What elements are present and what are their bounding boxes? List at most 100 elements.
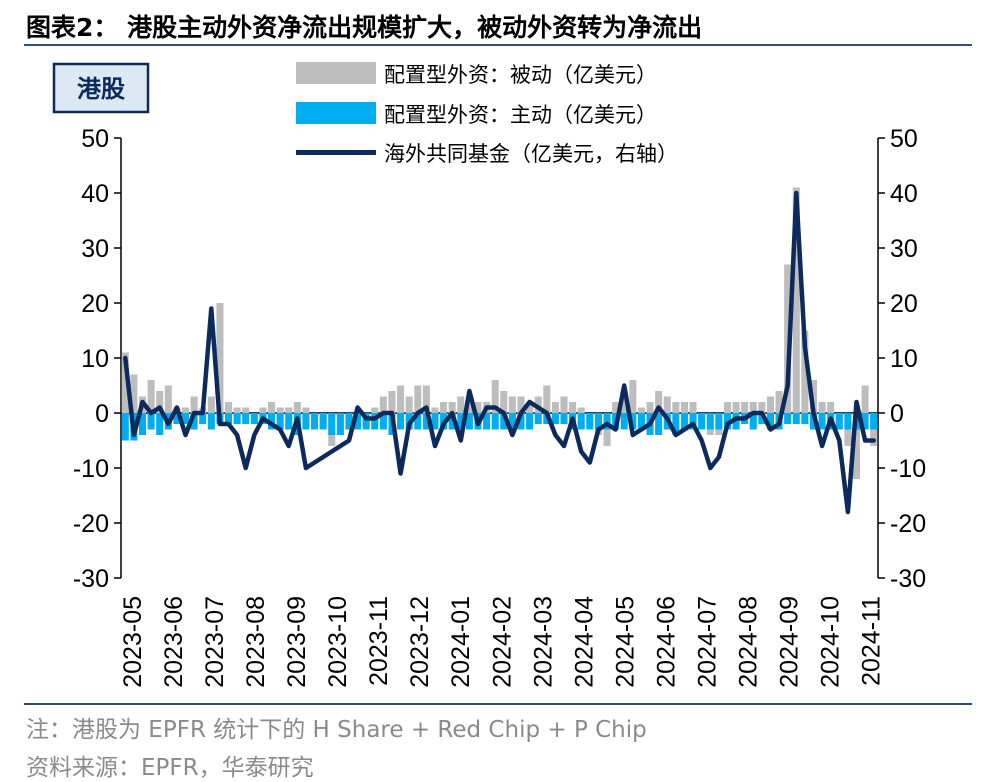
active-bar (655, 413, 663, 435)
passive-bar (440, 402, 448, 413)
x-tick-label: 2024-03 (529, 596, 557, 688)
passive-bar (680, 402, 688, 413)
active-bar (517, 413, 525, 430)
passive-bar (190, 396, 198, 413)
passive-bar (181, 407, 190, 413)
y2-tick-label: 50 (890, 125, 918, 153)
active-bar (586, 413, 594, 430)
passive-bar (629, 380, 637, 413)
active-bar (242, 413, 250, 424)
x-tick-label: 2024-06 (652, 596, 680, 688)
passive-bar (827, 402, 835, 413)
passive-bar (371, 407, 379, 413)
passive-bar (646, 402, 654, 413)
y-tick-label: 50 (81, 125, 109, 153)
passive-bar (551, 402, 559, 413)
x-tick-label: 2024-08 (734, 596, 762, 688)
passive-bar (792, 187, 800, 413)
active-bar (173, 413, 181, 424)
active-bar (715, 413, 723, 430)
y-tick-label: -10 (73, 455, 109, 483)
title-divider (24, 44, 972, 46)
passive-bar (474, 402, 482, 413)
y-tick-label: 10 (81, 345, 109, 373)
y-tick-label: 40 (81, 180, 109, 208)
passive-bar (242, 407, 250, 413)
passive-bar (121, 352, 129, 413)
passive-bar (216, 303, 224, 413)
market-tag: 港股 (52, 62, 150, 114)
passive-bar (723, 402, 731, 413)
active-bar (465, 413, 473, 430)
passive-bar (414, 385, 422, 413)
y2-tick-label: 0 (890, 400, 904, 428)
x-tick-label: 2023-10 (324, 596, 352, 688)
active-bar (362, 413, 370, 430)
chart-title: 图表2： 港股主动外资净流出规模扩大，被动外资转为净流出 (26, 13, 703, 42)
active-bar (835, 413, 843, 430)
active-bar (233, 413, 241, 424)
passive-bar (207, 396, 215, 413)
y2-tick-label: -20 (890, 510, 926, 538)
y-tick-label: 20 (81, 290, 109, 318)
passive-bar (465, 396, 473, 413)
x-tick-label: 2024-05 (611, 596, 639, 688)
passive-bar (156, 391, 164, 413)
active-bar (629, 413, 637, 430)
passive-bar (422, 385, 430, 413)
active-bar (181, 413, 190, 424)
passive-bar (612, 402, 620, 413)
active-bar (526, 413, 534, 430)
active-bar (431, 413, 439, 430)
active-bar (268, 413, 276, 430)
active-bar (551, 413, 559, 424)
active-bar (672, 413, 680, 435)
y2-tick-label: 10 (890, 345, 918, 373)
active-bar (422, 413, 430, 430)
active-bar (861, 413, 869, 430)
passive-bar (285, 407, 293, 413)
active-bar (603, 413, 611, 430)
x-tick-label: 2023-09 (283, 596, 311, 688)
active-bar (207, 413, 215, 430)
passive-bar (397, 385, 405, 413)
x-tick-label: 2024-01 (447, 596, 475, 688)
active-bar (870, 413, 878, 430)
active-bar (818, 413, 826, 430)
passive-bar (130, 374, 138, 413)
active-bar (138, 413, 147, 435)
active-bar (397, 413, 405, 430)
passive-bar (560, 396, 568, 413)
passive-bar (448, 402, 456, 413)
passive-bar (379, 396, 387, 413)
market-tag-box (52, 62, 150, 114)
x-tick-label: 2023-05 (119, 596, 147, 688)
active-bar (319, 413, 327, 430)
passive-bar (491, 380, 499, 413)
x-tick-label: 2024-07 (693, 596, 721, 688)
passive-bar (293, 402, 301, 413)
active-bar (371, 413, 379, 430)
passive-bar (655, 391, 663, 413)
active-bar (560, 413, 568, 424)
active-bar (336, 413, 344, 435)
x-tick-label: 2023-08 (242, 596, 270, 688)
passive-bar (689, 402, 697, 413)
active-bar (706, 413, 714, 430)
active-bar (758, 413, 766, 424)
y-tick-label: 30 (81, 235, 109, 263)
footer-divider (24, 703, 972, 705)
x-tick-label: 2023-06 (160, 596, 188, 688)
active-bar (302, 413, 310, 430)
passive-bar (741, 402, 749, 413)
axes-layer (114, 137, 885, 579)
y-tick-label: -30 (73, 565, 109, 593)
x-tick-label: 2023-11 (365, 596, 393, 686)
passive-bar (534, 396, 542, 413)
legend-label-passive: 配置型外资：被动（亿美元） (384, 63, 657, 87)
active-bar (199, 413, 207, 424)
passive-bar (749, 402, 757, 413)
active-bar (156, 413, 164, 435)
active-bar (732, 413, 740, 430)
passive-bar (543, 385, 551, 413)
